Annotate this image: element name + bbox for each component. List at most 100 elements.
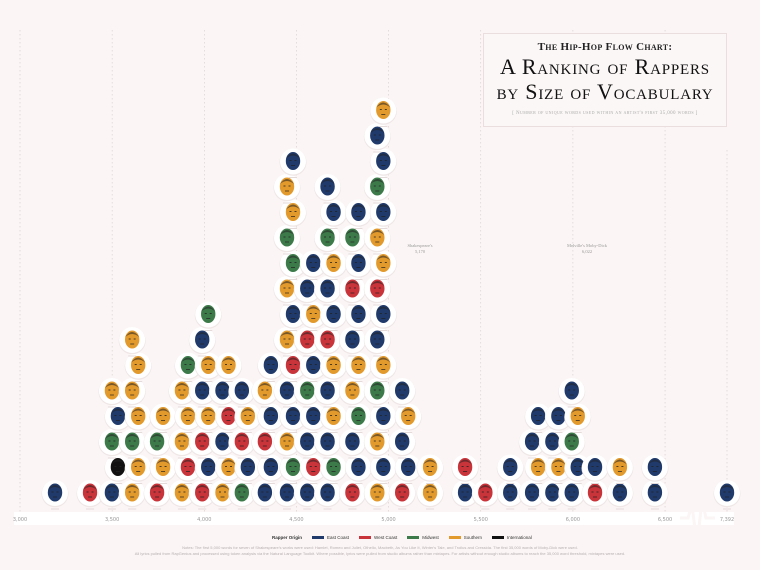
artist-face [180,458,196,476]
artist-hair [531,459,546,465]
artist-face [124,330,140,349]
artist-face [279,381,295,400]
artist-face [351,305,366,323]
artist-face [370,228,385,247]
artist-face [647,458,663,476]
artist-hair [531,408,546,414]
artist-hair [423,459,438,465]
artist-hair [612,459,627,465]
x-tick-label: 3,500 [105,517,119,523]
artist-hair [125,434,140,439]
artist-hair [215,485,230,490]
artist-face [551,407,566,425]
artist-hair [300,383,315,388]
artist-face [320,432,335,451]
artist-hair [263,408,278,414]
artist-hair [351,204,366,210]
x-tick-label: 5,500 [474,517,488,523]
artist-hair [110,459,125,465]
artist-face [234,432,250,451]
artist-hair [345,485,360,490]
artist-hair [570,408,585,414]
artist-face [195,432,210,451]
artist-hair [326,357,341,363]
artist-hair [150,434,165,439]
artist-face [647,483,663,502]
artist-hair [125,332,140,337]
artist-face [201,356,216,374]
artist-hair [525,434,540,439]
artist-hair [279,485,294,490]
artist-face [351,356,366,374]
artist-hair [156,459,171,465]
artist-hair [720,485,734,490]
x-tick-label: 4,500 [289,517,303,523]
artist-face [110,407,126,425]
artist-face [530,407,546,425]
artist-hair [478,485,493,490]
artist-face [564,483,579,502]
artist-face [215,381,230,400]
artist-face [279,177,295,196]
artist-face [545,483,560,502]
artist-face [300,330,315,349]
artist-face [345,228,360,247]
artist-face [376,101,391,119]
title-line1: The Hip-Hop Flow Chart: [537,41,673,53]
artist-face [221,458,236,476]
artist-hair [345,281,360,286]
artist-face [370,279,385,298]
artist-face [215,432,230,451]
artist-hair [125,485,140,490]
artist-hair [131,459,146,465]
artist-hair [525,485,540,490]
artist-hair [240,459,255,465]
artist-face [345,279,360,298]
artist-face [306,407,321,425]
artist-face [612,458,628,476]
artist-face [104,483,120,502]
artist-hair [320,332,335,337]
artist-face [326,356,341,374]
artist-hair [279,230,294,235]
artist-hair [458,459,473,465]
artist-hair [300,281,315,286]
artist-hair [320,281,335,286]
artist-hair [201,306,216,312]
artist-hair [503,485,518,490]
artist-hair [320,434,335,439]
artist-hair [551,408,566,414]
artist-hair [564,485,579,490]
artist-face [422,458,438,476]
x-tick-label: 6,500 [658,517,672,523]
artist-hair [195,434,210,439]
artist-hair [234,383,249,388]
artist-face [306,458,321,476]
artist-hair [263,357,278,363]
artist-face [300,381,315,400]
artist-face [240,407,256,425]
artist-hair [279,434,294,439]
artist-face [326,254,341,272]
artist-hair [376,306,391,312]
artist-hair [306,459,321,465]
artist-face [370,330,385,349]
artist-hair [131,357,146,363]
artist-hair [215,383,230,388]
artist-hair [458,485,473,490]
artist-hair [351,357,366,363]
artist-hair [285,306,300,312]
artist-hair [279,383,294,388]
artist-face [174,483,190,502]
artist-hair [370,332,385,337]
artist-hair [545,485,560,490]
artist-hair [370,128,385,133]
artist-hair [395,434,410,439]
title-box: The Hip-Hop Flow Chart: A Ranking of Rap… [483,33,727,127]
artist-face [320,330,335,349]
artist-face [530,458,546,476]
artist-hair [326,408,341,414]
artist-face [370,432,385,451]
artist-face [130,458,146,476]
artist-hair [551,459,566,465]
